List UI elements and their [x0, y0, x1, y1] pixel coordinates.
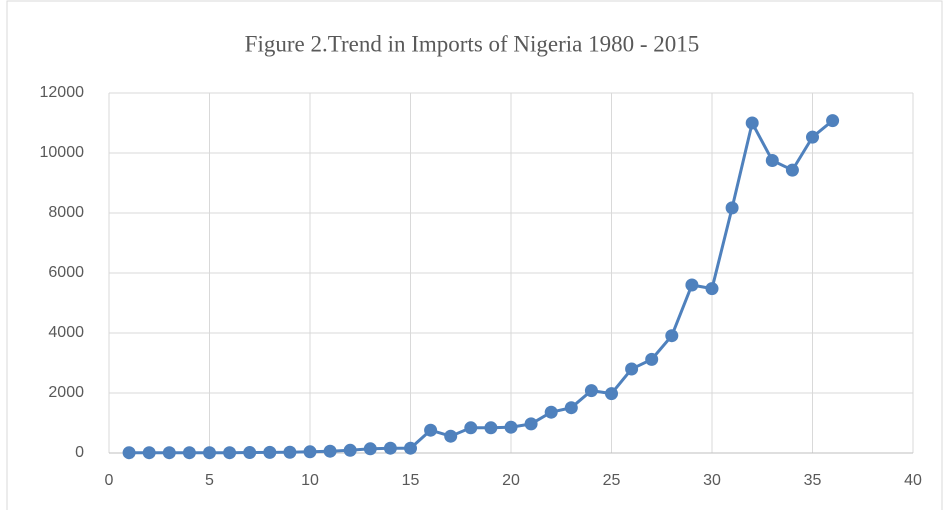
marker	[464, 421, 478, 435]
marker	[785, 163, 799, 177]
y-tick-label: 6000	[48, 264, 84, 281]
marker	[564, 401, 578, 415]
y-tick-label: 0	[75, 444, 84, 461]
marker	[745, 116, 759, 130]
marker	[243, 446, 257, 460]
x-tick-label: 40	[904, 472, 922, 489]
x-tick-label: 35	[804, 472, 822, 489]
marker	[363, 442, 377, 456]
marker	[142, 446, 156, 460]
marker	[504, 420, 518, 434]
marker	[182, 446, 196, 460]
marker	[806, 130, 819, 144]
marker	[705, 282, 719, 296]
y-tick-label: 10000	[40, 144, 85, 161]
marker	[524, 417, 538, 431]
y-tick-label: 8000	[48, 204, 84, 221]
marker	[323, 444, 337, 458]
y-tick-label: 4000	[48, 324, 84, 341]
marker	[162, 446, 176, 460]
marker	[685, 278, 699, 292]
chart-border	[6, 0, 943, 510]
marker	[283, 445, 297, 459]
y-tick-label: 2000	[48, 384, 84, 401]
marker	[223, 446, 237, 460]
x-tick-label: 25	[603, 472, 621, 489]
marker	[605, 387, 618, 401]
marker	[404, 441, 417, 455]
marker	[544, 405, 558, 419]
marker	[263, 445, 277, 459]
x-tick-label: 30	[703, 472, 721, 489]
marker	[645, 352, 659, 366]
y-tick-label: 12000	[40, 84, 85, 101]
marker	[826, 114, 840, 128]
marker	[383, 441, 397, 455]
x-tick-label: 5	[205, 472, 214, 489]
marker	[203, 446, 216, 460]
marker	[765, 154, 779, 167]
x-tick-label: 20	[502, 472, 520, 489]
marker	[424, 423, 438, 437]
marker	[343, 443, 357, 457]
marker	[584, 384, 598, 398]
marker	[625, 362, 639, 376]
marker	[303, 445, 317, 459]
line	[129, 118, 834, 455]
x-tick-label: 0	[105, 472, 114, 489]
x-tick-label: 10	[301, 472, 319, 489]
chart-title: Figure 2.Trend in Imports of Nigeria 198…	[245, 31, 700, 56]
x-tick-label: 15	[402, 472, 420, 489]
marker	[725, 201, 739, 215]
marker	[122, 446, 136, 460]
marker	[665, 329, 679, 343]
marker	[484, 421, 498, 435]
marker	[444, 429, 458, 443]
